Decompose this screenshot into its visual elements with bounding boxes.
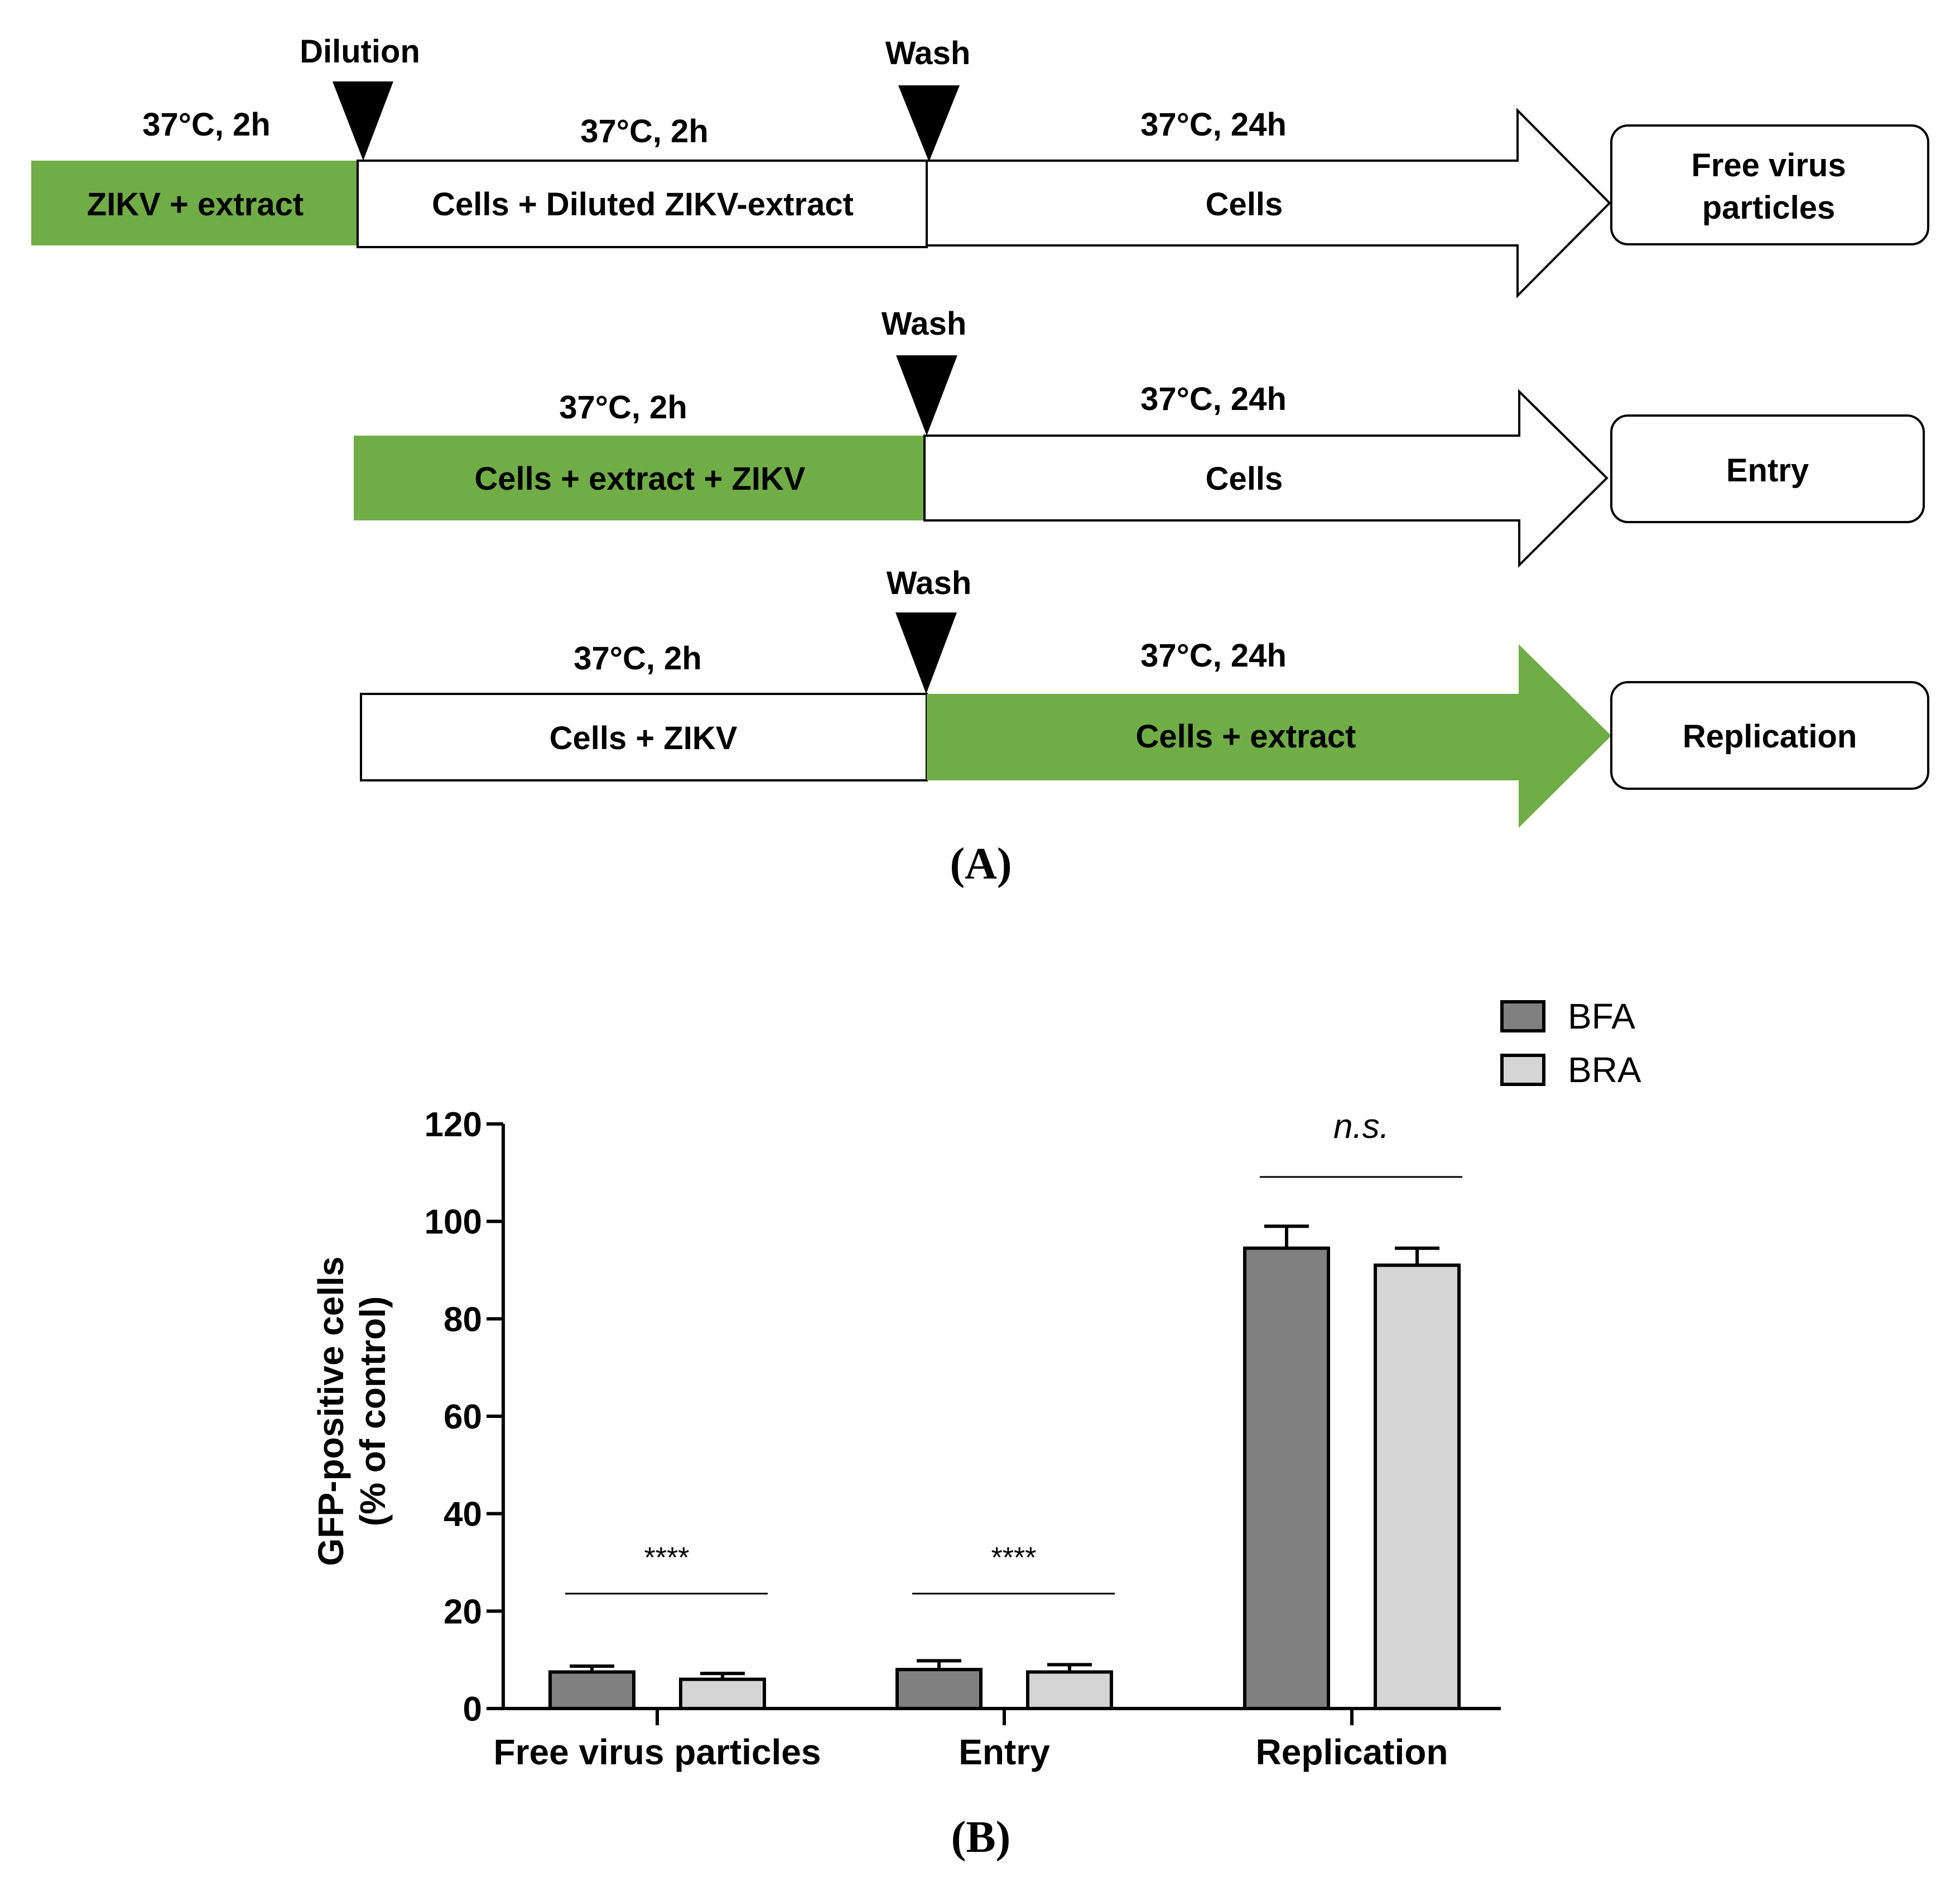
row2-seg1-text: Cells + extract + ZIKV bbox=[474, 461, 805, 497]
row1-seg2-time: 37°C, 2h bbox=[580, 113, 709, 149]
timeline-row-2: Wash 37°C, 2h 37°C, 24h Cells + extract … bbox=[354, 306, 1925, 568]
row2-seg1-time: 37°C, 2h bbox=[559, 389, 687, 426]
timeline-row-3: Wash 37°C, 2h 37°C, 24h Cells + ZIKV Cel… bbox=[360, 565, 1929, 828]
outcome-box-free-virus bbox=[1610, 124, 1929, 245]
panel-b-chart: GFP-positive cells (% of control) BFA BRA… bbox=[311, 996, 1641, 1772]
y-tick-label: 100 bbox=[425, 1203, 482, 1242]
row1-seg1-text: ZIKV + extract bbox=[87, 186, 304, 223]
row2-seg2-time: 37°C, 24h bbox=[1140, 381, 1287, 417]
outcome-box-entry bbox=[1610, 414, 1925, 523]
row1-seg3-text: Cells bbox=[1206, 186, 1283, 223]
y-axis-label-line2: (% of control) bbox=[353, 1296, 393, 1526]
dilution-label: Dilution bbox=[300, 33, 420, 70]
legend-swatch-bfa bbox=[1500, 1000, 1545, 1032]
significance-label: **** bbox=[644, 1542, 690, 1574]
bar-bra bbox=[679, 1677, 766, 1711]
row2-seg2-text: Cells bbox=[1206, 461, 1283, 497]
row1-segment-cells-diluted bbox=[357, 160, 928, 248]
x-tick-label: Free virus particles bbox=[494, 1732, 821, 1772]
significance-label: n.s. bbox=[1333, 1107, 1389, 1146]
significance-label: **** bbox=[991, 1542, 1037, 1574]
row1-arrow bbox=[926, 108, 1611, 298]
row3-wash-label: Wash bbox=[887, 565, 972, 601]
row2-wash-marker-icon bbox=[896, 355, 957, 436]
significance-annotations: **** **** n.s. bbox=[565, 1107, 1462, 1595]
row3-seg1-text: Cells + ZIKV bbox=[550, 720, 738, 756]
row3-seg1-time: 37°C, 2h bbox=[574, 640, 702, 677]
axes: 0 20 40 60 80 100 120 Free virus particles Entry… bbox=[425, 1106, 1501, 1772]
dilution-marker-icon bbox=[333, 81, 393, 161]
y-tick-label: 40 bbox=[444, 1495, 482, 1534]
bar-bfa bbox=[895, 1668, 983, 1710]
bar-bfa bbox=[548, 1670, 635, 1710]
row1-seg1-time: 37°C, 2h bbox=[142, 107, 271, 143]
row3-segment-cells-zikv bbox=[360, 693, 928, 781]
panel-a: Dilution Wash 37°C, 2h 37°C, 2h 37°C, 24… bbox=[31, 33, 1929, 889]
timeline-row-1: Dilution Wash 37°C, 2h 37°C, 2h 37°C, 24… bbox=[31, 33, 1929, 298]
legend-label-bra: BRA bbox=[1568, 1050, 1641, 1090]
row3-arrow bbox=[927, 644, 1611, 828]
y-axis-label-line1: GFP-positive cells bbox=[311, 1257, 351, 1566]
row2-arrow bbox=[923, 389, 1609, 568]
y-tick-label: 120 bbox=[425, 1106, 482, 1144]
bars bbox=[548, 1224, 1461, 1711]
x-tick-label: Replication bbox=[1256, 1732, 1448, 1772]
row1-seg2-text: Cells + Diluted ZIKV-extract bbox=[432, 186, 854, 223]
row2-segment-cells-extract-zikv bbox=[354, 436, 924, 520]
y-tick-label: 80 bbox=[444, 1300, 482, 1339]
row1-wash-label: Wash bbox=[885, 35, 971, 71]
x-tick-label: Entry bbox=[959, 1732, 1050, 1772]
row3-seg2-time: 37°C, 24h bbox=[1140, 638, 1287, 674]
row1-wash-marker-icon bbox=[898, 85, 960, 162]
y-tick-label: 20 bbox=[444, 1593, 482, 1631]
bar-bra bbox=[1374, 1263, 1461, 1710]
outcome-free-virus-line2: particles bbox=[1702, 190, 1836, 226]
bar-bra bbox=[1026, 1670, 1113, 1710]
y-axis-label: GFP-positive cells (% of control) bbox=[311, 1257, 393, 1566]
outcome-box-replication bbox=[1610, 681, 1929, 790]
outcome-free-virus-line1: Free virus bbox=[1691, 147, 1846, 184]
row3-seg2-text: Cells + extract bbox=[1136, 718, 1356, 755]
legend: BFA BRA bbox=[1500, 996, 1641, 1090]
legend-label-bfa: BFA bbox=[1568, 996, 1635, 1036]
outcome-entry: Entry bbox=[1726, 452, 1809, 489]
legend-swatch-bra bbox=[1500, 1054, 1545, 1086]
outcome-replication: Replication bbox=[1683, 718, 1857, 755]
y-tick-label: 0 bbox=[463, 1690, 482, 1729]
row2-wash-label: Wash bbox=[882, 306, 967, 342]
y-tick-label: 60 bbox=[444, 1398, 482, 1436]
panel-a-label: (A) bbox=[950, 839, 1012, 889]
bar-bfa bbox=[1243, 1246, 1330, 1710]
row1-segment-zikv-extract bbox=[31, 161, 358, 245]
panel-b-label: (B) bbox=[951, 1813, 1011, 1862]
row3-wash-marker-icon bbox=[895, 612, 957, 694]
row1-seg3-time: 37°C, 24h bbox=[1140, 107, 1287, 143]
